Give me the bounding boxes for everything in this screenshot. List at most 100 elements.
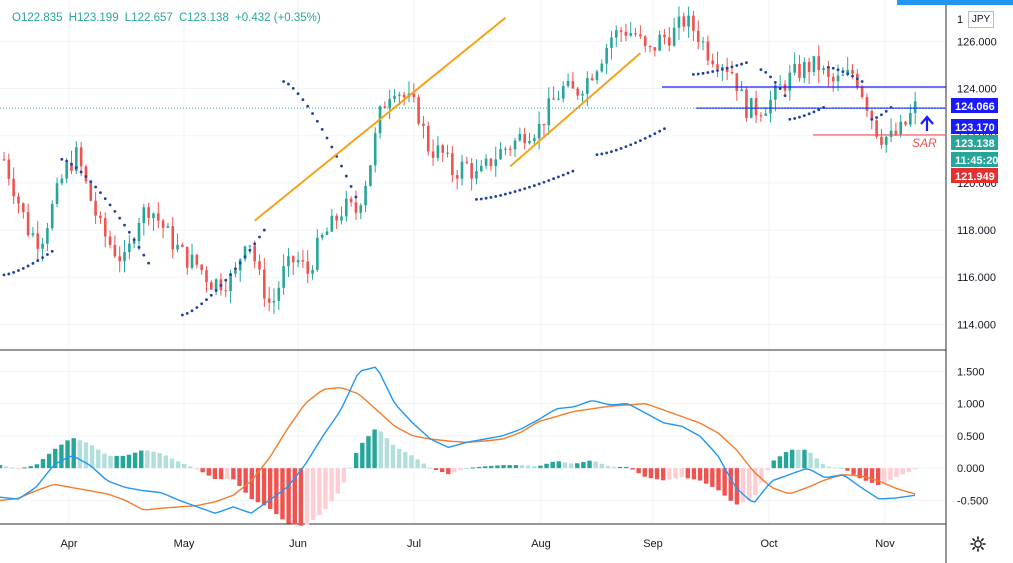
candle-body [21,203,25,213]
sar-dot [89,180,93,184]
candle-body [614,30,618,38]
histogram-bar [16,468,21,470]
sar-dot [860,80,864,83]
candle-body [735,73,739,92]
candle-body [672,27,676,46]
price-tick-label: 124.000 [957,84,997,96]
candle-body [301,260,305,262]
candle-body [79,147,83,167]
sar-dot [730,65,734,69]
candle-body [234,270,237,274]
candle-body [827,68,830,77]
candle-body [152,213,155,219]
candle-body [484,158,488,166]
candle-body [561,85,565,99]
candle-body [586,78,589,94]
histogram-bar [906,468,912,472]
candle-body [523,133,526,144]
histogram-bar [378,431,383,469]
sar-dot [769,75,772,79]
histogram-bar [673,468,678,479]
histogram-bar [550,461,555,469]
sar-dot [841,70,845,74]
sar-dot [798,115,801,119]
histogram-bar [648,468,654,479]
candle-body [576,88,580,96]
sar-dot [764,71,768,74]
candle-body [619,30,623,32]
macd-tick-label: -0.500 [957,495,988,507]
price-label-text: 123.138 [955,138,995,150]
sar-dot [638,139,642,143]
candle-body [817,56,821,71]
candle-body [36,233,40,249]
sar-dot [740,62,744,66]
histogram-bar [464,468,469,470]
histogram-bar [200,468,205,473]
gear-icon[interactable] [968,534,988,554]
candle-body [195,254,199,265]
sar-dot [547,179,551,182]
candle-body [696,30,700,42]
price-label-text: 121.949 [955,171,995,183]
sar-dot [84,175,88,178]
histogram-bar [83,442,89,469]
histogram-bar [366,436,371,469]
sar-dot [778,87,782,91]
sar-dot [205,298,208,302]
candle-body [880,136,883,145]
histogram-bar [237,468,242,487]
candle-body [99,215,102,219]
candle-body [200,264,203,271]
histogram-bar [661,468,666,481]
candle-body [335,215,338,221]
sar-dot [291,86,295,90]
histogram-bar [53,448,58,469]
histogram-bar [403,452,408,469]
candle-body [2,159,6,161]
histogram-bar [482,466,488,469]
histogram-bar [728,468,733,501]
histogram-bar [734,468,740,505]
candle-body [398,94,401,96]
sar-dot [711,70,715,73]
sar-dot [807,112,811,116]
candle-body [349,198,353,203]
histogram-bar [65,440,70,469]
sar-dot [619,147,623,150]
histogram-bar [157,453,162,469]
price-label-badge [951,152,998,167]
price-tick-label: 126.000 [957,36,997,48]
sar-dot [311,112,314,115]
sar-dot [701,71,705,75]
histogram-bar [255,468,261,503]
candle-body [692,15,695,31]
currency-badge[interactable]: JPY [968,11,994,28]
candle-body [287,256,290,267]
candle-body [856,73,859,87]
candle-body [788,72,792,91]
sar-dot [79,170,83,174]
histogram-bar [329,468,334,502]
candle-body [388,98,391,109]
candle-body [537,123,541,139]
candle-body [224,290,228,292]
sar-dot [571,169,575,173]
ohlc-change: +0.432 (+0.35%) [235,12,321,24]
up-arrow-icon [920,115,934,131]
histogram-bar [697,468,703,481]
sar-dot [99,191,102,195]
histogram-bar [685,468,690,479]
histogram-bar [439,468,445,473]
sar-dot [595,153,599,156]
sar-dot [65,159,69,163]
histogram-bar [212,468,218,479]
sar-dot [802,114,806,118]
sar-dot [783,94,787,98]
histogram-bar [384,438,390,469]
histogram-bar [568,463,574,469]
sar-dot [45,253,49,256]
histogram-bar [599,463,605,469]
histogram-bar [34,464,40,469]
